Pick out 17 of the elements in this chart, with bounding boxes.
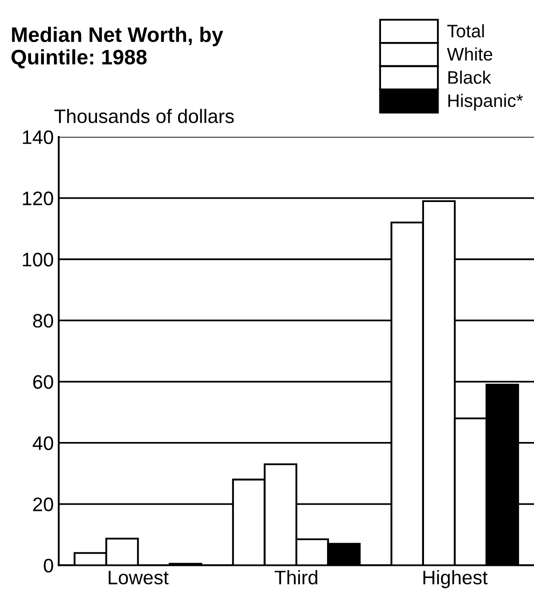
y-tick-label: 120 bbox=[22, 192, 54, 206]
y-tick-label: 60 bbox=[33, 375, 54, 389]
y-tick-label: 40 bbox=[32, 436, 54, 450]
legend-label: Black bbox=[448, 70, 492, 84]
y-tick-label: 0 bbox=[44, 558, 54, 572]
x-tick-label: Lowest bbox=[108, 570, 169, 584]
legend-label: Total bbox=[447, 24, 484, 38]
legend-label: White bbox=[446, 47, 492, 61]
x-tick-label: Highest bbox=[423, 570, 488, 588]
y-axis-title: Thousands of dollars bbox=[54, 108, 234, 124]
x-tick-label: Third bbox=[274, 570, 318, 584]
y-tick-label: 140 bbox=[22, 130, 54, 144]
legend-label: Hispanic* bbox=[448, 94, 523, 111]
y-tick-label: 20 bbox=[33, 498, 54, 512]
y-tick-label: 80 bbox=[33, 314, 54, 328]
chart-title: Median Net Worth, by Quintile: 1988 bbox=[12, 26, 224, 68]
y-tick-label: 100 bbox=[22, 252, 54, 266]
